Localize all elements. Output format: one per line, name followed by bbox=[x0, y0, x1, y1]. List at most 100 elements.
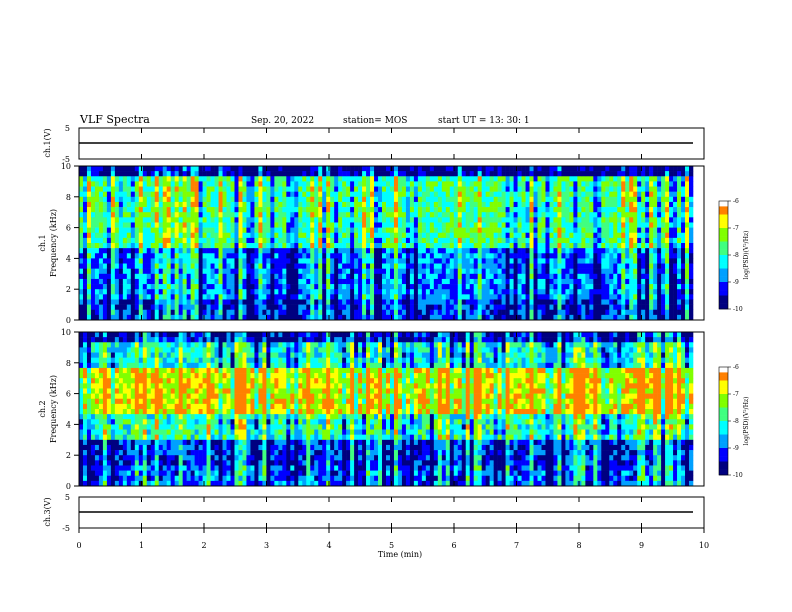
spectrogram-cell bbox=[537, 273, 542, 280]
spectrogram-cell bbox=[374, 171, 379, 177]
spectrogram-cell bbox=[593, 196, 598, 203]
spectrogram-cell bbox=[94, 217, 100, 223]
spectrogram-cell bbox=[114, 332, 120, 338]
spectrogram-cell bbox=[142, 304, 148, 311]
spectrogram-cell bbox=[465, 181, 471, 187]
spectrogram-cell bbox=[110, 268, 116, 275]
spectrogram-cell bbox=[90, 455, 96, 461]
spectrogram-cell bbox=[258, 289, 263, 295]
spectrogram-cell bbox=[521, 299, 526, 305]
spectrogram-cell bbox=[593, 176, 598, 182]
spectrogram-cell bbox=[617, 207, 622, 213]
spectrogram-cell bbox=[126, 232, 132, 239]
spectrogram-cell bbox=[429, 181, 435, 187]
spectrogram-cell bbox=[370, 294, 375, 300]
spectrogram-cell bbox=[254, 258, 259, 264]
spectrogram-cell bbox=[118, 342, 124, 348]
spectrogram-cell bbox=[238, 171, 243, 177]
spectrogram-cell bbox=[310, 253, 315, 259]
spectrogram-cell bbox=[318, 237, 323, 244]
spectrogram-cell bbox=[110, 166, 116, 172]
spectrogram-cell bbox=[366, 299, 371, 305]
spectrogram-cell bbox=[258, 314, 263, 321]
spectrogram-cell bbox=[362, 201, 367, 208]
spectrogram-cell bbox=[218, 268, 223, 275]
spectrogram-cell bbox=[322, 222, 327, 228]
spectrogram-cell bbox=[613, 191, 618, 198]
spectrogram-cell bbox=[238, 268, 243, 275]
spectrogram-cell bbox=[79, 367, 84, 374]
spectrogram-cell bbox=[625, 253, 630, 259]
spectrogram-cell bbox=[142, 181, 148, 187]
spectrogram-cell bbox=[605, 304, 610, 311]
spectrogram-cell bbox=[122, 284, 128, 290]
spectrogram-cell bbox=[322, 304, 327, 311]
spectrogram-cell bbox=[326, 212, 331, 218]
spectrogram-cell bbox=[673, 243, 678, 249]
spectrogram-cell bbox=[190, 227, 195, 234]
spectrogram-cell bbox=[114, 253, 120, 259]
spectrogram-cell bbox=[445, 217, 451, 223]
spectrogram-cell bbox=[342, 268, 347, 275]
spectrogram-cell bbox=[489, 227, 494, 234]
spectrogram-cell bbox=[222, 294, 227, 300]
spectrogram-cell bbox=[90, 289, 96, 295]
spectrogram-cell bbox=[673, 253, 678, 259]
spectrogram-cell bbox=[689, 222, 694, 228]
spectrogram-cell bbox=[290, 166, 295, 172]
spectrogram-cell bbox=[397, 176, 403, 182]
spectrogram-cell bbox=[453, 212, 459, 218]
spectrogram-cell bbox=[126, 263, 132, 269]
spectrogram-cell bbox=[625, 309, 630, 316]
spectrogram-cell bbox=[118, 367, 124, 374]
spectrogram-cell bbox=[98, 470, 104, 477]
spectrogram-cell bbox=[669, 278, 674, 285]
spectrogram-cell bbox=[110, 304, 116, 311]
spectrogram-cell bbox=[330, 284, 335, 290]
spectrogram-cell bbox=[154, 191, 160, 198]
spectrogram-cell bbox=[677, 304, 682, 311]
spectrogram-cell bbox=[178, 284, 183, 290]
spectrogram-cell bbox=[330, 227, 335, 234]
spectrogram-cell bbox=[481, 232, 486, 239]
spectrogram-cell bbox=[617, 191, 622, 198]
spectrogram-cell bbox=[98, 367, 104, 374]
spectrogram-cell bbox=[366, 212, 371, 218]
spectrogram-cell bbox=[206, 237, 211, 244]
spectrogram-cell bbox=[573, 227, 578, 234]
spectrogram-cell bbox=[429, 294, 435, 300]
spectrogram-cell bbox=[318, 243, 323, 249]
spectrogram-cell bbox=[310, 196, 315, 203]
spectrogram-cell bbox=[589, 191, 594, 198]
spectrogram-cell bbox=[354, 253, 359, 259]
spectrogram-cell bbox=[186, 166, 191, 172]
spectrogram-cell bbox=[122, 237, 128, 244]
spectrogram-cell bbox=[389, 314, 395, 321]
spectrogram-cell bbox=[481, 273, 486, 280]
spectrogram-cell bbox=[350, 294, 355, 300]
spectrogram-cell bbox=[318, 284, 323, 290]
spectrogram-cell bbox=[497, 171, 502, 177]
spectrogram-cell bbox=[294, 304, 299, 311]
spectrogram-cell bbox=[681, 284, 686, 290]
spectrogram-cell bbox=[262, 258, 267, 264]
spectrogram-cell bbox=[393, 217, 399, 223]
spectrogram-cell bbox=[525, 258, 530, 264]
spectrogram-cell bbox=[489, 222, 494, 228]
spectrogram-cell bbox=[126, 314, 132, 321]
spectrogram-cell bbox=[338, 268, 343, 275]
spectrogram-cell bbox=[413, 258, 419, 264]
spectrogram-cell bbox=[477, 181, 482, 187]
spectrogram-cell bbox=[645, 222, 650, 228]
spectrogram-cell bbox=[166, 268, 171, 275]
spectrogram-cell bbox=[577, 227, 582, 234]
spectrogram-cell bbox=[493, 284, 498, 290]
spectrogram-cell bbox=[310, 171, 315, 177]
spectrogram-cell bbox=[102, 232, 108, 239]
spectrogram-cell bbox=[533, 294, 538, 300]
spectrogram-cell bbox=[425, 258, 431, 264]
spectrogram-cell bbox=[613, 243, 618, 249]
spectrogram-cell bbox=[681, 258, 686, 264]
spectrogram-cell bbox=[386, 237, 391, 244]
spectrogram-cell bbox=[573, 278, 578, 285]
